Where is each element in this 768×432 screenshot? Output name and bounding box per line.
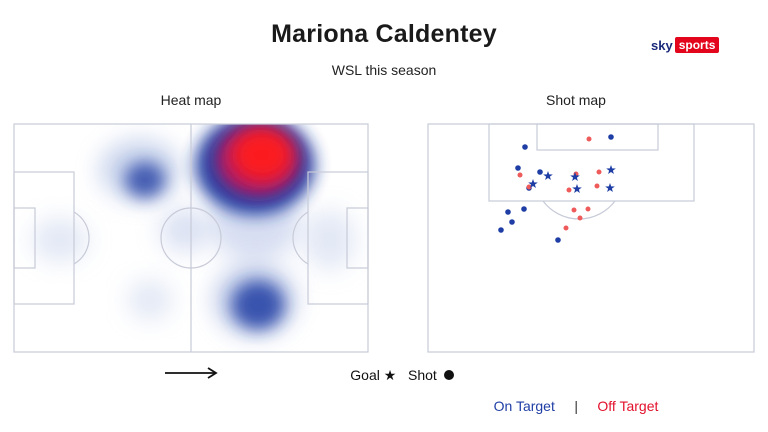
star-icon: ★ (383, 367, 397, 383)
direction-arrow-icon (165, 367, 218, 379)
goal-star-icon (570, 172, 580, 181)
shots-on-target (498, 134, 614, 243)
shot-on-target (505, 209, 511, 215)
shotmap-label: Shot map (546, 92, 606, 108)
shot-on-target (498, 227, 504, 233)
legend-goal-label: Goal (350, 367, 380, 383)
sky-logo-text: sky (651, 37, 673, 53)
shot-off-target (594, 183, 600, 189)
shot-off-target (596, 169, 602, 175)
shot-off-target (566, 187, 572, 193)
shot-on-target (537, 169, 543, 175)
player-name-title: Mariona Caldentey (271, 20, 497, 48)
legend-separator: | (574, 398, 578, 414)
sports-logo-text: sports (674, 37, 720, 53)
legend-shot-label: Shot (408, 367, 437, 383)
shot-on-target (608, 134, 614, 140)
shotmap-pitch-lines (427, 123, 755, 353)
shot-on-target (515, 165, 521, 171)
goal-star-icon (605, 183, 615, 192)
shot-off-target (571, 207, 577, 213)
shot-off-target (526, 184, 532, 190)
shot-off-target (577, 215, 583, 221)
heatmap-pitch-lines (13, 123, 369, 353)
goal-star-icon (528, 179, 538, 188)
shot-off-target (586, 136, 592, 142)
shot-on-target (509, 219, 515, 225)
circle-icon (443, 370, 454, 380)
goal-star-icon (572, 184, 582, 193)
season-subtitle: WSL this season (331, 62, 437, 78)
legend-target: On Target | Off Target (0, 398, 768, 414)
goal-star-icon (606, 165, 616, 174)
legend-shapes: Goal ★ Shot (0, 367, 768, 384)
shot-on-target (521, 206, 527, 212)
sky-sports-logo: sky sports (651, 36, 720, 54)
heatmap-blobs (32, 124, 355, 335)
goal-star-icon (543, 171, 553, 180)
shot-on-target (522, 144, 528, 150)
heatmap-label: Heat map (160, 92, 222, 108)
heatmap-pitch (13, 123, 369, 353)
shot-off-target (585, 206, 591, 212)
shot-off-target (563, 225, 569, 231)
shot-on-target (555, 237, 561, 243)
legend-on-target: On Target (493, 398, 555, 414)
shots-off-target (517, 136, 602, 231)
goals (528, 165, 616, 193)
shot-off-target (517, 172, 523, 178)
legend-off-target: Off Target (597, 398, 659, 414)
